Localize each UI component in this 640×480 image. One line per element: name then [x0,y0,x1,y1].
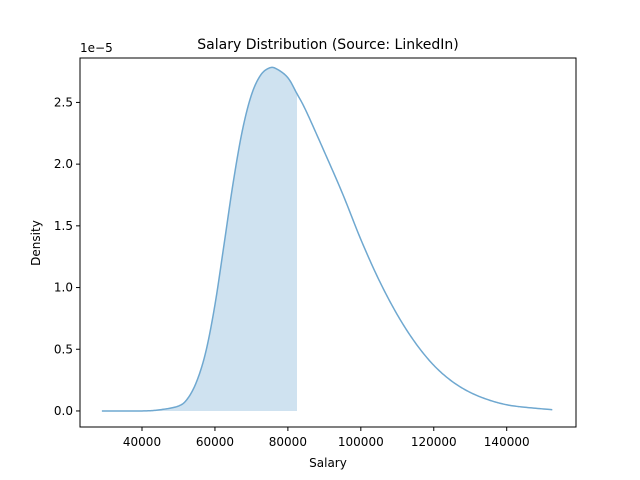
x-tick-label: 60000 [196,435,234,449]
plot-frame [79,57,577,428]
x-tick-label: 120000 [411,435,457,449]
y-tick-label: 2.5 [54,95,73,109]
x-tick-label: 80000 [269,435,307,449]
shaded-area [101,67,297,411]
y-axis-offset-label: 1e−5 [80,41,113,55]
y-tick-label: 1.5 [54,219,73,233]
y-axis-label: Density [29,220,43,266]
x-axis: 40000 60000 80000 100000 120000 140000 [123,427,530,449]
x-tick-label: 100000 [338,435,384,449]
x-axis-label: Salary [309,456,347,470]
x-tick-label: 140000 [484,435,530,449]
x-tick-label: 40000 [123,435,161,449]
density-curve [101,66,553,412]
y-tick-label: 0.5 [54,342,73,356]
plot-area [101,66,553,412]
y-tick-label: 0.0 [54,404,73,418]
y-tick-label: 2.0 [54,157,73,171]
y-tick-label: 1.0 [54,281,73,295]
chart-title: Salary Distribution (Source: LinkedIn) [197,37,458,53]
y-axis: 0.0 0.5 1.0 1.5 2.0 2.5 [54,95,80,418]
